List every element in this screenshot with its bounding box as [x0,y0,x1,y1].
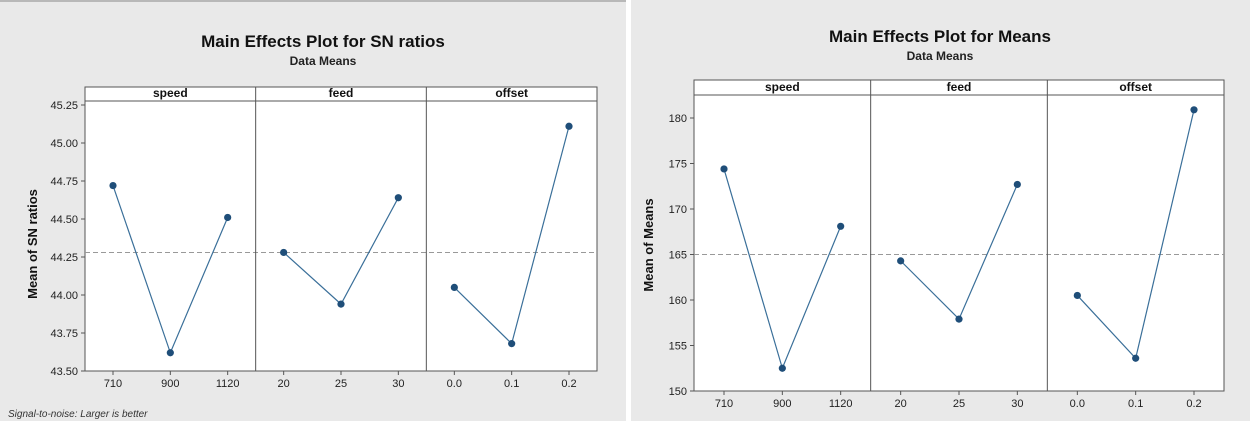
x-tick-label: 0.0 [1070,398,1085,410]
data-point [166,349,174,357]
chart-title: Main Effects Plot for SN ratios [201,32,445,51]
footnote: Signal-to-noise: Larger is better [8,409,148,420]
data-point [1013,180,1021,189]
y-tick-label: 43.75 [50,328,78,340]
facet-label-speed: speed [765,80,800,94]
data-point [224,213,232,222]
y-tick-label: 45.00 [50,138,78,150]
plot-area [693,79,1225,392]
means-chart: Main Effects Plot for Means Data Means M… [641,27,1225,410]
x-tick-label: 0.1 [1128,398,1143,410]
y-axis-label: Mean of SN ratios [25,189,40,299]
x-tick-label: 0.1 [504,378,519,390]
x-tick-label: 710 [715,398,733,410]
x-tick-label: 0.2 [1186,398,1201,410]
x-tick-label: 0.2 [561,378,576,390]
y-tick-label: 43.50 [50,366,78,378]
x-tick-label: 0.0 [447,378,462,390]
y-tick-label: 160 [669,295,687,307]
data-point [508,340,516,348]
sn-ratios-chart: Main Effects Plot for SN ratios Data Mea… [8,32,598,420]
y-tick-label: 44.50 [50,214,78,226]
chart-subtitle: Data Means [907,49,974,63]
facet-label-offset: offset [1119,80,1152,94]
y-tick-label: 44.25 [50,252,78,264]
x-tick-label: 900 [161,378,179,390]
data-point [1073,291,1081,300]
data-point [720,165,728,173]
data-point [280,248,288,257]
y-tick-label: 44.75 [50,176,78,188]
x-tick-label: 20 [278,378,290,390]
y-tick-label: 175 [669,159,687,171]
data-point [897,257,905,265]
facet-label-feed: feed [329,86,354,100]
data-point [337,300,345,308]
facet-strip [84,86,598,102]
data-point [565,122,573,130]
facet-label-speed: speed [153,86,188,100]
y-axis-label: Mean of Means [641,198,656,291]
means-plot-pane: Main Effects Plot for Means Data Means M… [631,0,1250,421]
y-tick-label: 45.25 [50,100,78,112]
y-tick-label: 150 [669,386,687,398]
y-tick-label: 165 [669,250,687,262]
data-point [109,181,117,190]
x-tick-label: 900 [773,398,791,410]
x-tick-label: 30 [1011,398,1023,410]
x-tick-label: 30 [392,378,404,390]
x-tick-label: 710 [104,378,122,390]
y-tick-label: 44.00 [50,290,78,302]
data-point [955,315,963,323]
y-tick-label: 155 [669,341,687,353]
data-point [1132,354,1140,362]
y-tick-label: 180 [669,113,687,125]
x-tick-label: 20 [895,398,907,410]
x-tick-label: 1120 [216,378,240,390]
facet-label-offset: offset [495,86,528,100]
data-point [1190,106,1198,114]
facet-strip [693,79,1225,96]
plot-area [84,86,598,372]
data-point [394,194,402,202]
data-point [778,364,786,372]
chart-subtitle: Data Means [290,54,357,68]
sn-ratios-plot-pane: Main Effects Plot for SN ratios Data Mea… [0,0,626,421]
y-tick-label: 170 [669,204,687,216]
chart-title: Main Effects Plot for Means [829,27,1051,46]
data-point [450,283,458,291]
x-tick-label: 1120 [829,398,853,410]
data-point [837,222,845,230]
facet-label-feed: feed [947,80,972,94]
x-tick-label: 25 [335,378,347,390]
x-tick-label: 25 [953,398,965,410]
